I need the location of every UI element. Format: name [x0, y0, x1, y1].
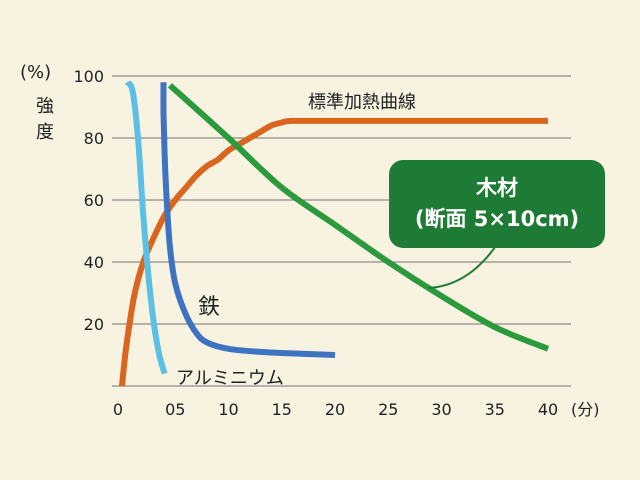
- y-tick-label: 20: [84, 315, 104, 334]
- standard-curve-label: 標準加熱曲線: [308, 92, 416, 113]
- series-line-木材: [167, 83, 550, 352]
- y-unit-label: (%): [20, 62, 51, 83]
- x-tick-label: 35: [485, 400, 505, 419]
- wood-section-label: (断面 5×10cm): [415, 207, 579, 231]
- x-tick-label: 15: [272, 400, 292, 419]
- x-unit-label: (分): [571, 400, 600, 419]
- iron-label: 鉄: [198, 295, 220, 320]
- wood-label: 木材: [475, 176, 518, 200]
- y-tick-label: 80: [84, 129, 104, 148]
- y-tick-label: 100: [73, 67, 104, 86]
- series-line-鉄: [160, 82, 336, 358]
- x-tick-label: 10: [218, 400, 238, 419]
- y-tick-label: 60: [84, 191, 104, 210]
- x-tick-label: 25: [378, 400, 398, 419]
- series-lines: [119, 80, 550, 387]
- x-tick-labels: 0 05 10 15 20 25 30 35 40: [113, 400, 558, 419]
- y-tick-label: 40: [84, 253, 104, 272]
- x-tick-label: 20: [325, 400, 345, 419]
- x-tick-label: 30: [431, 400, 451, 419]
- y-tick-labels: 20 40 60 80 100: [73, 67, 104, 334]
- x-tick-label: 05: [165, 400, 185, 419]
- wood-callout-line: [427, 239, 501, 289]
- wood-callout-box: [389, 160, 605, 248]
- x-tick-label: 0: [113, 400, 123, 419]
- aluminum-label: アルミニウム: [176, 368, 284, 389]
- wood-callout: 木材 (断面 5×10cm): [389, 160, 605, 289]
- series-line-アルミニウム: [124, 80, 168, 375]
- y-axis-label-char-1: 強: [36, 96, 54, 117]
- y-axis-label-char-2: 度: [36, 122, 54, 143]
- x-tick-label: 40: [538, 400, 558, 419]
- series-line-標準加熱曲線: [119, 117, 548, 387]
